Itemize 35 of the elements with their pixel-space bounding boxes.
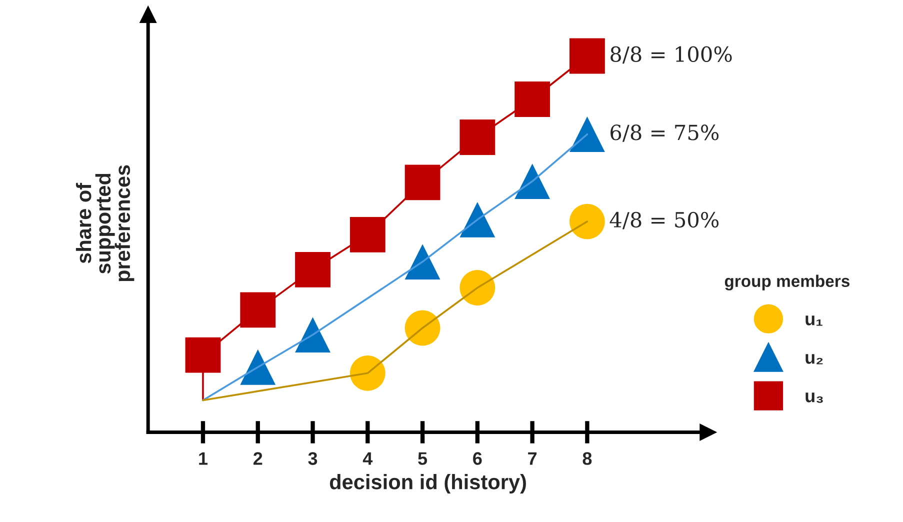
x-tick-label: 3 [308, 452, 318, 465]
point [460, 270, 496, 306]
point [185, 337, 221, 373]
legend-label: u₂ [806, 354, 823, 364]
point [350, 355, 386, 391]
x-tick-label: 7 [528, 452, 537, 465]
point [404, 244, 440, 280]
annotation: 8/8 = 100% [610, 46, 732, 64]
annotation: 6/8 = 75% [610, 124, 719, 142]
point [404, 164, 440, 200]
legend-title: group members [724, 274, 850, 290]
point [295, 317, 330, 352]
y-axis-title: share of supported preferences [76, 165, 134, 282]
point [569, 204, 605, 240]
point [514, 82, 550, 117]
point [514, 164, 550, 199]
point [295, 252, 330, 288]
point [460, 120, 496, 155]
point [569, 116, 605, 152]
point [240, 292, 276, 328]
point [350, 217, 386, 252]
point [240, 349, 276, 385]
x-tick-label: 6 [473, 452, 482, 465]
legend-label: u₃ [806, 392, 823, 403]
point [404, 310, 440, 346]
legend-label: u₁ [806, 316, 822, 326]
x-tick-label: 4 [362, 452, 373, 465]
x-tick-label: 8 [582, 452, 592, 465]
x-tick-label: 1 [199, 452, 208, 465]
x-tick-label: 5 [418, 452, 428, 465]
x-axis-title: decision id (history) [330, 474, 526, 494]
point [569, 38, 605, 74]
annotation: 4/8 = 50% [610, 212, 719, 230]
x-tick-label: 2 [253, 452, 262, 465]
point [460, 202, 496, 238]
